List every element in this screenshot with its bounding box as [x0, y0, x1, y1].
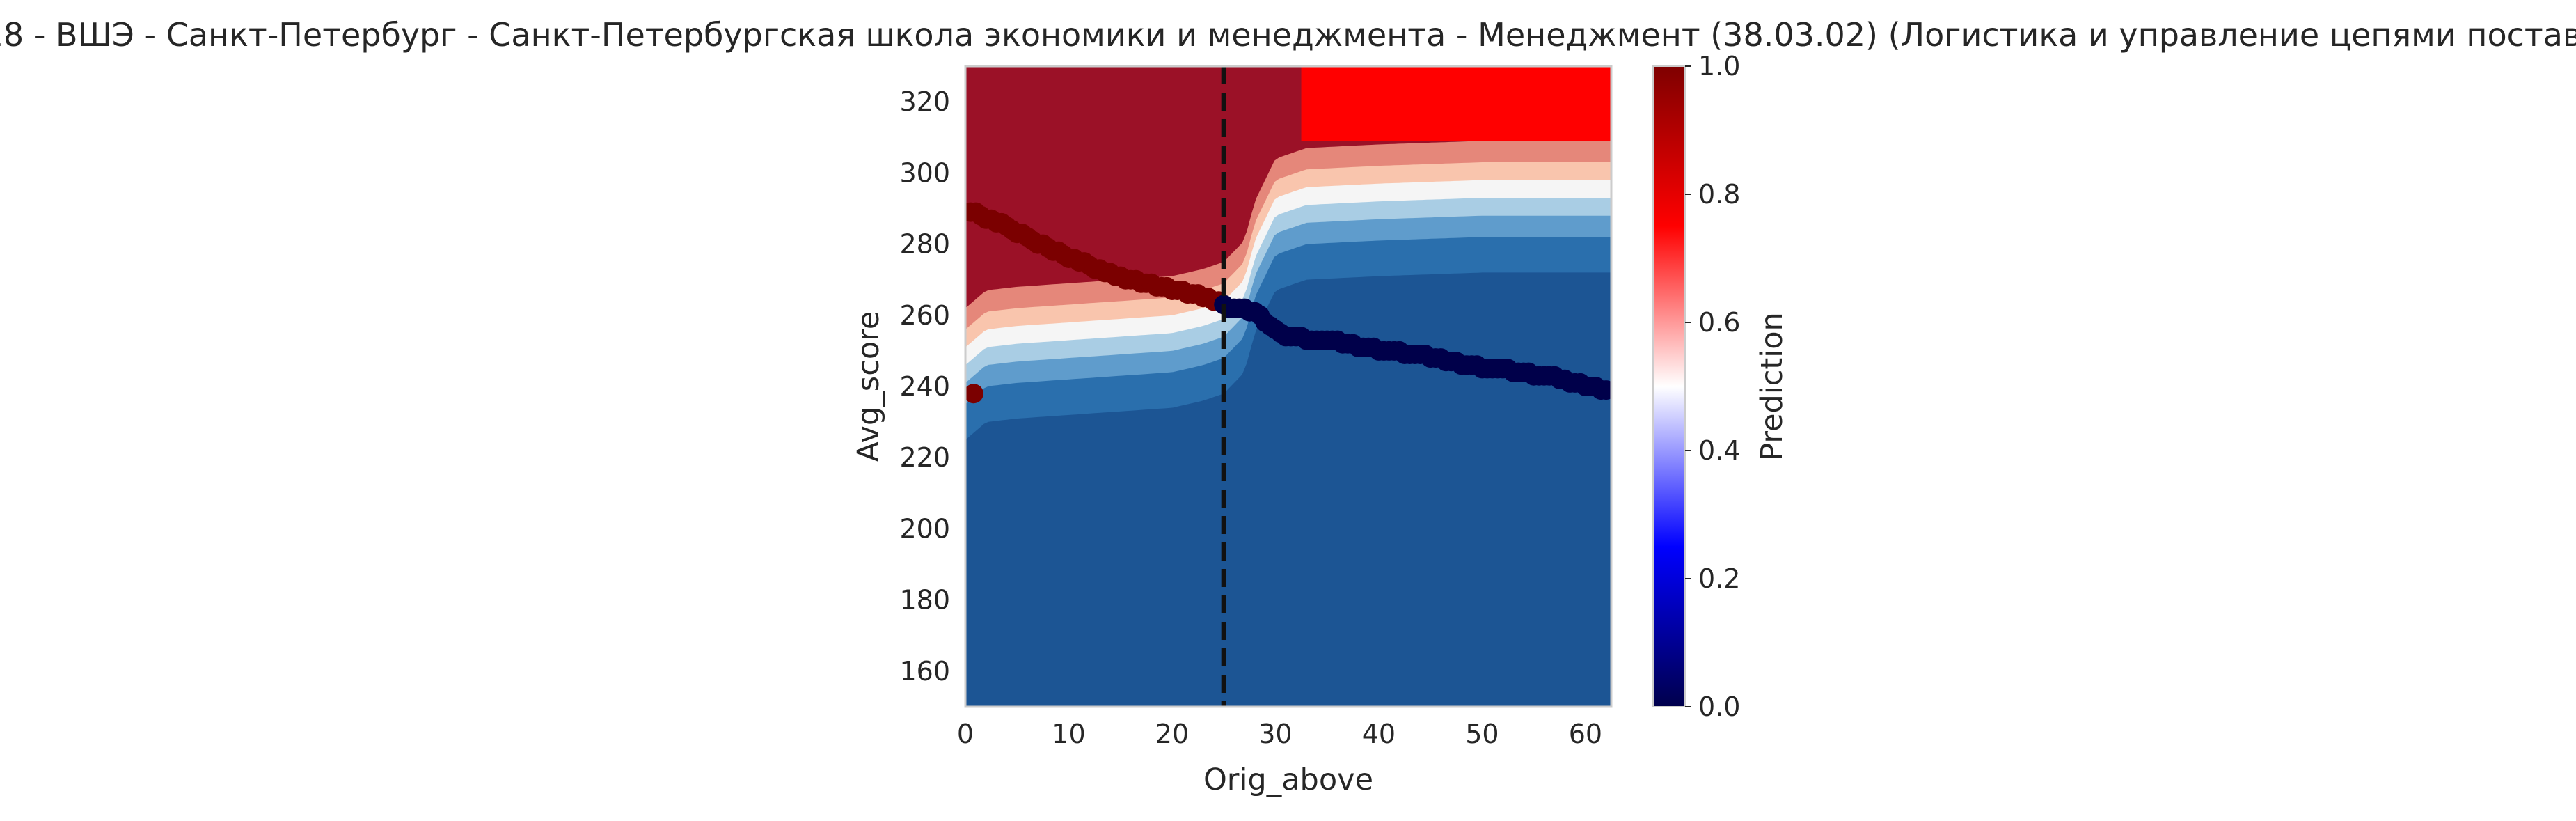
- x-tick-label: 0: [957, 719, 974, 749]
- y-tick-label: 160: [899, 656, 950, 687]
- y-axis-ticks: 160 180 200 220 240 260 280 300 320: [899, 86, 950, 687]
- y-tick-label: 260: [899, 300, 950, 331]
- x-tick-label: 40: [1362, 719, 1396, 749]
- x-axis-label: Orig_above: [1203, 763, 1373, 797]
- x-tick-label: 10: [1052, 719, 1085, 749]
- data-point: [1596, 380, 1611, 400]
- colorbar-tick-label: 1.0: [1698, 51, 1740, 81]
- plot-frame: [964, 65, 1613, 708]
- colorbar-tick-label: 0.2: [1698, 563, 1740, 594]
- y-tick-label: 280: [899, 229, 950, 260]
- colorbar-ticks: 0.0 0.2 0.4 0.6 0.8 1.0: [1685, 51, 1740, 722]
- x-tick-label: 20: [1155, 719, 1189, 749]
- colorbar-label: Prediction: [1755, 312, 1789, 461]
- y-axis-label: Avg_score: [851, 311, 886, 462]
- y-tick-label: 240: [899, 371, 950, 402]
- colorbar-frame: [1652, 65, 1686, 707]
- y-tick-label: 300: [899, 157, 950, 188]
- colorbar-tick-label: 0.4: [1698, 435, 1740, 466]
- colorbar: [1653, 66, 1685, 707]
- data-points: [965, 202, 1611, 404]
- data-point: [965, 384, 983, 404]
- x-tick-label: 60: [1569, 719, 1602, 749]
- y-tick-label: 320: [899, 86, 950, 117]
- x-axis-ticks: 0 10 20 30 40 50 60: [957, 719, 1602, 749]
- colorbar-tick-label: 0.6: [1698, 307, 1740, 338]
- y-tick-label: 220: [899, 442, 950, 473]
- y-tick-label: 200: [899, 513, 950, 544]
- x-tick-label: 30: [1258, 719, 1292, 749]
- region-medium-high: [1301, 66, 1611, 141]
- decision-regions: [965, 66, 1611, 707]
- colorbar-tick-label: 0.0: [1698, 691, 1740, 722]
- chart-title: 2018 - ВШЭ - Санкт-Петербург - Санкт-Пет…: [0, 16, 2576, 54]
- x-tick-label: 50: [1465, 719, 1499, 749]
- colorbar-tick-label: 0.8: [1698, 179, 1740, 210]
- y-tick-label: 180: [899, 585, 950, 616]
